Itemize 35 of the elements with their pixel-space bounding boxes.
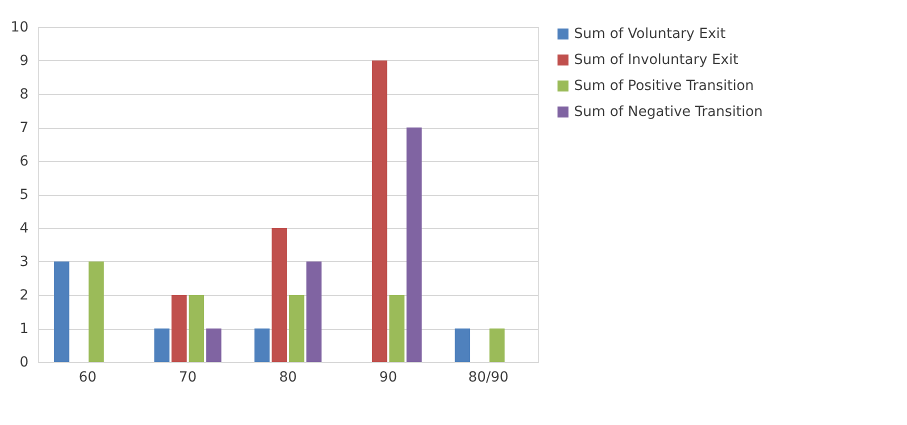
bar bbox=[372, 60, 388, 362]
bar bbox=[154, 328, 170, 362]
y-tick-label: 2 bbox=[20, 288, 28, 304]
bar bbox=[272, 228, 287, 362]
legend-label: Sum of Positive Transition bbox=[574, 78, 754, 94]
legend-label: Sum of Involuntary Exit bbox=[574, 52, 739, 68]
bar bbox=[306, 262, 322, 362]
bar bbox=[54, 262, 70, 362]
y-tick-label: 3 bbox=[20, 254, 28, 270]
y-tick-label: 6 bbox=[20, 154, 29, 170]
x-tick-label: 90 bbox=[379, 370, 398, 386]
y-tick-label: 8 bbox=[20, 86, 28, 102]
y-tick-label: 1 bbox=[20, 321, 28, 337]
y-tick-label: 4 bbox=[20, 220, 29, 236]
bar bbox=[172, 295, 187, 362]
bar bbox=[289, 295, 304, 362]
y-tick-label: 0 bbox=[20, 354, 28, 370]
bar bbox=[389, 295, 404, 362]
x-tick-label: 80 bbox=[279, 370, 297, 386]
bar bbox=[88, 262, 104, 362]
legend-label: Sum of Negative Transition bbox=[574, 104, 763, 120]
y-tick-label: 7 bbox=[20, 120, 28, 136]
y-tick-label: 10 bbox=[10, 20, 28, 36]
bar bbox=[188, 295, 204, 362]
bar bbox=[489, 328, 505, 362]
x-tick-label: 70 bbox=[178, 370, 197, 386]
legend-label: Sum of Voluntary Exit bbox=[574, 26, 726, 42]
x-tick-label: 60 bbox=[78, 370, 97, 386]
y-tick-label: 9 bbox=[20, 53, 28, 69]
bar bbox=[454, 328, 470, 362]
bar bbox=[406, 128, 422, 362]
bar bbox=[254, 328, 270, 362]
y-tick-label: 5 bbox=[20, 187, 28, 203]
bar bbox=[206, 328, 222, 362]
x-tick-label: 80/90 bbox=[468, 370, 509, 386]
